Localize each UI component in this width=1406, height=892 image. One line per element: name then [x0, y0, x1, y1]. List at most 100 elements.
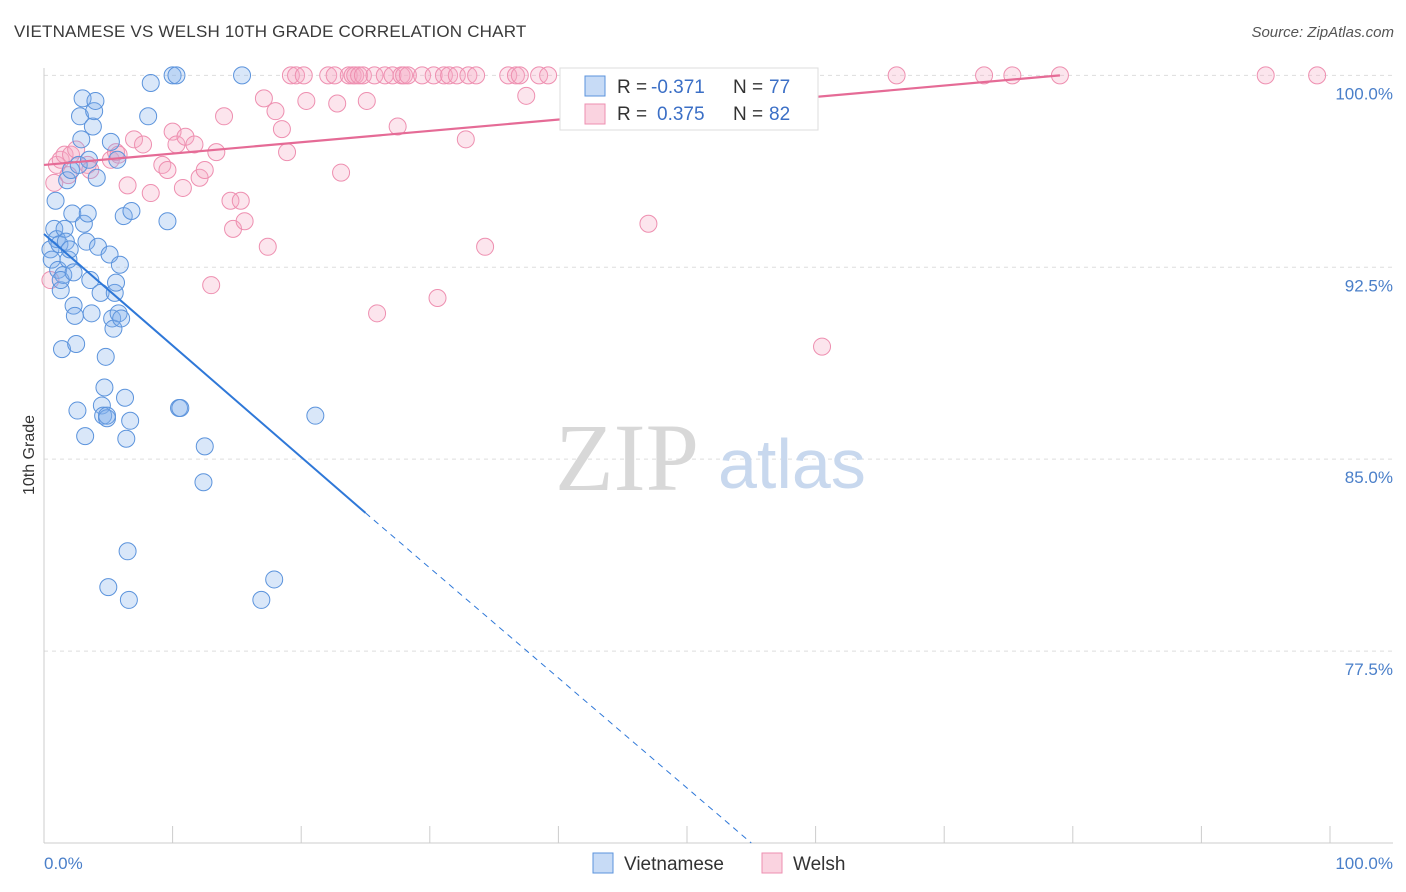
- vietnamese-point: [74, 214, 93, 233]
- y-axis-title: 10th Grade: [21, 415, 38, 495]
- x-tick-labels: 0.0% 100.0%: [44, 854, 1393, 873]
- vietnamese-point: [101, 132, 120, 151]
- vietnamese-point: [55, 219, 74, 238]
- welsh-point: [125, 130, 144, 149]
- welsh-point: [294, 66, 313, 85]
- y-tick-labels: 77.5% 85.0% 92.5% 100.0%: [1335, 84, 1393, 679]
- welsh-point: [176, 127, 195, 146]
- series-label-vietnamese: Vietnamese: [624, 854, 724, 875]
- vietnamese-point: [67, 335, 86, 354]
- chart-title: VIETNAMESE VS WELSH 10TH GRADE CORRELATI…: [14, 22, 527, 41]
- vietnamese-point: [63, 204, 82, 223]
- stats-legend: R = -0.371 N = 77 R = 0.375 N = 82: [559, 67, 819, 131]
- vietnamese-point: [139, 107, 158, 126]
- grid-lines: [44, 74, 1393, 652]
- welsh-point: [118, 176, 137, 195]
- series-swatch-welsh: [761, 852, 783, 874]
- welsh-point: [1256, 66, 1275, 85]
- vietnamese-point: [158, 212, 177, 231]
- vietnamese-point: [98, 406, 117, 425]
- welsh-point: [254, 89, 273, 108]
- welsh-point: [510, 66, 529, 85]
- welsh-point: [235, 212, 254, 231]
- welsh-point: [365, 66, 384, 85]
- vietnamese-point: [99, 578, 118, 597]
- welsh-point: [278, 143, 297, 162]
- vietnamese-point: [51, 281, 70, 300]
- welsh-trend-line: [43, 74, 1061, 167]
- vietnamese-point: [252, 590, 271, 609]
- welsh-point: [357, 91, 376, 110]
- welsh-point: [813, 337, 832, 356]
- legend-r-value: -0.371: [651, 77, 705, 98]
- vietnamese-point: [110, 255, 129, 274]
- welsh-point: [395, 66, 414, 85]
- vietnamese-point: [141, 74, 160, 93]
- y-tick-label: 92.5%: [1345, 276, 1393, 295]
- vietnamese-trend-extension: [365, 512, 752, 844]
- vietnamese-point: [116, 388, 135, 407]
- vietnamese-point: [265, 570, 284, 589]
- welsh-point: [153, 155, 172, 174]
- vietnamese-points: [41, 66, 325, 609]
- welsh-point: [530, 66, 549, 85]
- series-swatch-vietnamese: [592, 852, 614, 874]
- vietnamese-point: [107, 273, 126, 292]
- vietnamese-point: [83, 117, 102, 136]
- vietnamese-point: [117, 429, 136, 448]
- series-legend: Vietnamese Welsh: [592, 852, 845, 875]
- vietnamese-point: [171, 399, 190, 417]
- welsh-point: [339, 66, 358, 85]
- welsh-point: [388, 117, 407, 136]
- vietnamese-point: [82, 304, 101, 323]
- watermark: ZIP atlas: [555, 404, 866, 511]
- trend-lines: [43, 74, 1061, 844]
- vietnamese-point: [119, 590, 138, 609]
- vietnamese-point: [306, 406, 325, 425]
- legend-r-label: R =: [617, 77, 647, 98]
- vietnamese-point: [233, 66, 252, 85]
- vietnamese-point: [65, 306, 84, 325]
- vietnamese-point: [68, 401, 87, 420]
- welsh-point: [332, 163, 351, 182]
- welsh-point: [141, 184, 160, 203]
- welsh-point: [350, 66, 369, 85]
- welsh-point: [887, 66, 906, 85]
- y-tick-label: 77.5%: [1345, 660, 1393, 679]
- vietnamese-point: [96, 347, 115, 366]
- x-tick-label-max: 100.0%: [1335, 854, 1393, 873]
- y-tick-label: 100.0%: [1335, 84, 1393, 103]
- vietnamese-point: [194, 473, 213, 492]
- welsh-point: [266, 102, 285, 121]
- welsh-point: [215, 107, 234, 126]
- watermark-atlas: atlas: [718, 425, 866, 503]
- welsh-point: [207, 143, 226, 162]
- welsh-point: [639, 214, 658, 233]
- welsh-point: [281, 66, 300, 85]
- vietnamese-point: [109, 304, 128, 323]
- vietnamese-point: [163, 66, 182, 85]
- welsh-point: [539, 66, 558, 85]
- welsh-point: [158, 161, 177, 180]
- welsh-point: [297, 91, 316, 110]
- welsh-point: [456, 130, 475, 149]
- welsh-point: [476, 237, 495, 256]
- welsh-point: [459, 66, 478, 85]
- vietnamese-point: [58, 171, 77, 190]
- vietnamese-point: [53, 340, 72, 359]
- vietnamese-point: [86, 91, 105, 110]
- vietnamese-point: [46, 191, 65, 210]
- vietnamese-point: [167, 66, 186, 85]
- vietnamese-point: [72, 130, 91, 149]
- welsh-point: [287, 66, 306, 85]
- welsh-point: [134, 135, 153, 154]
- legend-swatch-welsh: [584, 103, 606, 125]
- legend-n-value: 77: [769, 77, 790, 98]
- legend-n-label: N =: [733, 77, 763, 98]
- vietnamese-point: [112, 309, 131, 328]
- welsh-point: [173, 178, 192, 197]
- vietnamese-point: [87, 168, 106, 187]
- legend-r-label: R =: [617, 104, 647, 125]
- welsh-point: [231, 191, 250, 210]
